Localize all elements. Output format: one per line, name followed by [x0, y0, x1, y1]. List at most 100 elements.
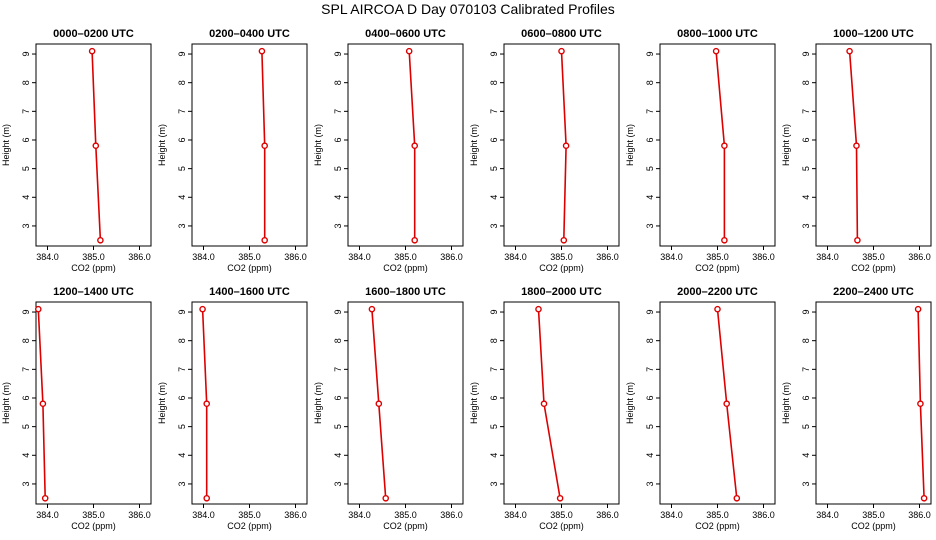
y-tick-label: 3	[333, 481, 343, 486]
panel-title: 0200–0400 UTC	[209, 28, 290, 40]
y-tick-label: 7	[489, 367, 499, 372]
data-point	[411, 236, 419, 244]
data-point	[97, 236, 104, 244]
x-tick-label: 385.0	[238, 510, 261, 520]
x-tick-label: 384.0	[348, 510, 371, 520]
y-tick-label: 6	[801, 137, 811, 142]
data-point	[203, 494, 211, 502]
y-tick-label: 9	[801, 52, 811, 57]
data-point	[920, 494, 928, 502]
plot-frame	[503, 301, 620, 505]
data-point	[258, 47, 266, 55]
y-tick-label: 3	[21, 223, 31, 228]
y-tick-label: 9	[177, 310, 187, 315]
y-axis-label: Height (m)	[625, 382, 635, 424]
x-tick-label: 384.0	[348, 252, 371, 262]
y-tick-label: 8	[333, 80, 343, 85]
x-tick-label: 384.0	[816, 252, 839, 262]
x-axis-label: CO2 (ppm)	[71, 263, 116, 273]
y-tick-label: 8	[489, 80, 499, 85]
data-point	[558, 47, 565, 55]
x-axis-label: CO2 (ppm)	[851, 521, 896, 531]
data-point	[92, 142, 100, 150]
data-point	[261, 142, 268, 150]
y-tick-label: 5	[21, 424, 31, 429]
x-axis-label: CO2 (ppm)	[695, 263, 740, 273]
y-axis-label: Height (m)	[625, 124, 635, 166]
y-tick-label: 4	[177, 195, 187, 200]
panel-title: 1200–1400 UTC	[53, 286, 134, 298]
y-tick-label: 9	[21, 52, 31, 57]
profile-panel: 0800–1000 UTC 384.0 385.0 386.0 3 4 5 6 7 8 9 CO2 (…	[625, 28, 776, 273]
x-axis-label: CO2 (ppm)	[227, 521, 272, 531]
x-tick-label: 384.0	[504, 252, 527, 262]
x-axis-label: CO2 (ppm)	[539, 521, 584, 531]
x-tick-label: 385.0	[394, 510, 417, 520]
y-tick-label: 5	[645, 424, 655, 429]
y-tick-label: 8	[489, 338, 499, 343]
y-tick-label: 6	[333, 137, 343, 142]
panel-title: 0600–0800 UTC	[521, 28, 602, 40]
data-point	[88, 47, 96, 55]
profile-panel: 0600–0800 UTC 384.0 385.0 386.0 3 4 5 6 7 8 9 CO2 (…	[469, 28, 620, 273]
y-axis-label: Height (m)	[781, 382, 791, 424]
x-tick-label: 386.0	[908, 252, 931, 262]
x-tick-label: 384.0	[660, 252, 683, 262]
x-axis-label: CO2 (ppm)	[851, 263, 896, 273]
y-tick-label: 7	[177, 367, 187, 372]
y-tick-label: 6	[21, 137, 31, 142]
data-point	[375, 400, 383, 408]
x-tick-label: 385.0	[238, 252, 261, 262]
y-tick-label: 3	[801, 223, 811, 228]
data-point	[35, 305, 42, 313]
y-tick-label: 7	[333, 109, 343, 114]
x-axis-label: CO2 (ppm)	[695, 521, 740, 531]
figure-title: SPL AIRCOA D Day 070103 Calibrated Profi…	[321, 1, 615, 17]
y-tick-label: 5	[489, 424, 499, 429]
x-axis-label: CO2 (ppm)	[539, 263, 584, 273]
y-tick-label: 5	[489, 166, 499, 171]
y-tick-label: 7	[177, 109, 187, 114]
y-tick-label: 4	[645, 195, 655, 200]
x-tick-label: 384.0	[192, 252, 215, 262]
data-point	[721, 236, 728, 244]
x-tick-label: 386.0	[440, 252, 463, 262]
data-point	[914, 305, 922, 313]
data-point	[714, 305, 721, 313]
y-tick-label: 5	[177, 424, 187, 429]
profile-panel: 0400–0600 UTC 384.0 385.0 386.0 3 4 5 6 7 8 9 CO2 (…	[313, 28, 464, 273]
y-tick-label: 5	[801, 166, 811, 171]
y-tick-label: 4	[489, 453, 499, 458]
data-point	[560, 236, 568, 244]
data-point	[712, 47, 720, 55]
x-tick-label: 384.0	[36, 510, 59, 520]
y-tick-label: 3	[177, 481, 187, 486]
y-tick-label: 8	[21, 80, 31, 85]
y-tick-label: 9	[645, 310, 655, 315]
y-tick-label: 9	[21, 310, 31, 315]
y-tick-label: 6	[177, 395, 187, 400]
x-tick-label: 385.0	[706, 510, 729, 520]
y-tick-label: 9	[489, 310, 499, 315]
y-tick-label: 8	[801, 338, 811, 343]
y-tick-label: 8	[333, 338, 343, 343]
y-tick-label: 5	[333, 424, 343, 429]
x-axis-label: CO2 (ppm)	[383, 263, 428, 273]
data-point	[846, 47, 853, 55]
y-tick-label: 7	[801, 109, 811, 114]
y-tick-label: 7	[489, 109, 499, 114]
y-tick-label: 7	[21, 367, 31, 372]
plot-frame	[191, 43, 308, 247]
y-axis-label: Height (m)	[313, 382, 323, 424]
data-point	[382, 494, 390, 502]
data-point	[405, 47, 413, 55]
y-axis-label: Height (m)	[1, 382, 11, 424]
data-point	[41, 494, 49, 502]
x-tick-label: 385.0	[862, 252, 885, 262]
plot-frame	[503, 43, 620, 247]
profile-panel: 2000–2200 UTC 384.0 385.0 386.0 3 4 5 6 7 8 9 CO2 (…	[625, 286, 776, 531]
x-tick-label: 386.0	[908, 510, 931, 520]
plot-frame	[815, 301, 932, 505]
plot-frame	[347, 301, 464, 505]
